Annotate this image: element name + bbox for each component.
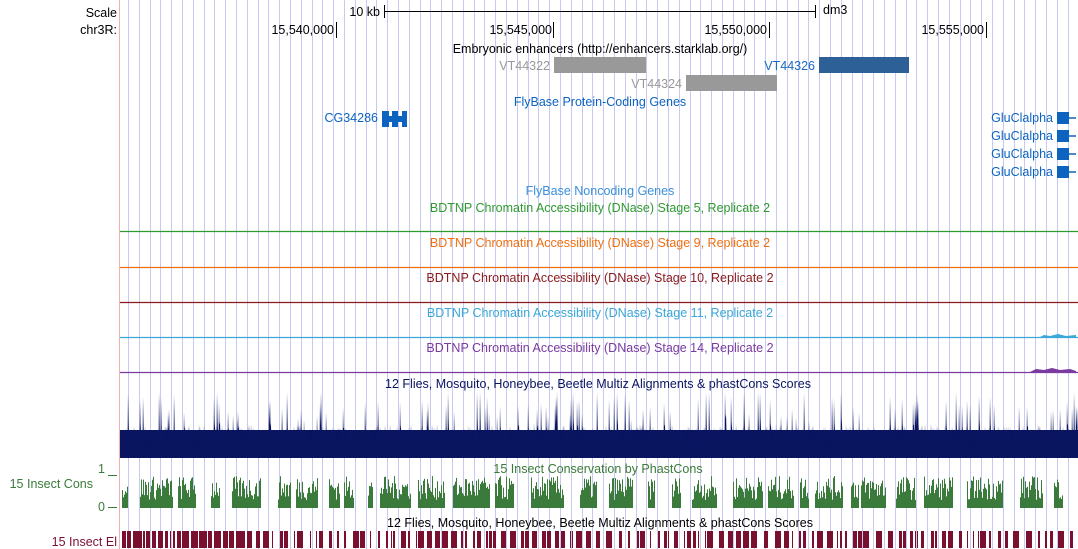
gene-label[interactable]: GluClalpha — [991, 147, 1053, 161]
enhancer-label[interactable]: VT44324 — [631, 77, 682, 91]
scale-bar — [384, 5, 816, 18]
ruler-tick-label: 15,555,000 — [921, 23, 984, 37]
scale-label: Scale — [86, 6, 117, 20]
assembly-label: dm3 — [823, 3, 847, 17]
track-title-dnase[interactable]: BDTNP Chromatin Accessibility (DNase) St… — [430, 201, 770, 215]
chrom-label: chr3R: — [80, 23, 117, 37]
conserved-elements — [122, 531, 1073, 548]
y-axis-max-label: 1 — [98, 462, 105, 476]
track-title-dnase[interactable]: BDTNP Chromatin Accessibility (DNase) St… — [426, 271, 773, 285]
gene-label[interactable]: GluClalpha — [991, 165, 1053, 179]
gene-feature-gluclalpha[interactable]: GluClalpha — [991, 165, 1076, 179]
enhancer-feature[interactable] — [686, 75, 777, 91]
phastcons-signal — [122, 476, 1063, 508]
track-title-elements[interactable]: 12 Flies, Mosquito, Honeybee, Beetle Mul… — [387, 516, 813, 530]
y-axis-min-label: 0 — [98, 500, 105, 514]
track-title-dnase[interactable]: BDTNP Chromatin Accessibility (DNase) St… — [430, 236, 770, 250]
track-side-label-elements[interactable]: 15 Insect El — [52, 535, 117, 549]
multiz-conservation-signal — [120, 392, 1078, 458]
ruler-tick-label: 15,550,000 — [704, 23, 767, 37]
dnase-tracks: BDTNP Chromatin Accessibility (DNase) St… — [120, 201, 1078, 374]
gene-label[interactable]: GluClalpha — [991, 111, 1053, 125]
track-title-phastcons[interactable]: 15 Insect Conservation by PhastCons — [493, 462, 702, 476]
track-title-flybase-coding[interactable]: FlyBase Protein-Coding Genes — [514, 95, 686, 109]
enhancer-label[interactable]: VT44326 — [764, 59, 815, 73]
gene-feature-gluclalpha[interactable]: GluClalpha — [991, 111, 1076, 125]
gene-label[interactable]: GluClalpha — [991, 129, 1053, 143]
track-title-dnase[interactable]: BDTNP Chromatin Accessibility (DNase) St… — [427, 306, 773, 320]
track-title-multiz[interactable]: 12 Flies, Mosquito, Honeybee, Beetle Mul… — [385, 377, 811, 391]
gene-feature-gluclalpha[interactable]: GluClalpha — [991, 147, 1076, 161]
track-title-flybase-noncoding[interactable]: FlyBase Noncoding Genes — [526, 184, 675, 198]
gene-label[interactable]: CG34286 — [324, 111, 378, 125]
enhancer-label[interactable]: VT44322 — [499, 59, 550, 73]
enhancer-feature[interactable] — [819, 57, 909, 73]
y-axis-ticks — [108, 475, 117, 508]
enhancer-feature[interactable] — [554, 57, 646, 73]
gene-feature-cg34286[interactable] — [382, 111, 407, 127]
gene-group-gluclalpha[interactable]: GluClalpha GluClalpha GluClalpha GluClalpha — [991, 111, 1076, 179]
ruler-tick-label: 15,540,000 — [271, 23, 334, 37]
gene-feature-gluclalpha[interactable]: GluClalpha — [991, 129, 1076, 143]
track-title-dnase[interactable]: BDTNP Chromatin Accessibility (DNase) St… — [426, 341, 773, 355]
track-side-label-phastcons[interactable]: 15 Insect Cons — [10, 477, 93, 491]
track-title-enhancers[interactable]: Embryonic enhancers (http://enhancers.st… — [453, 42, 748, 56]
ruler-tick-label: 15,545,000 — [489, 23, 552, 37]
scale-bar-label: 10 kb — [349, 5, 380, 19]
ruler-ticks — [336, 22, 987, 38]
